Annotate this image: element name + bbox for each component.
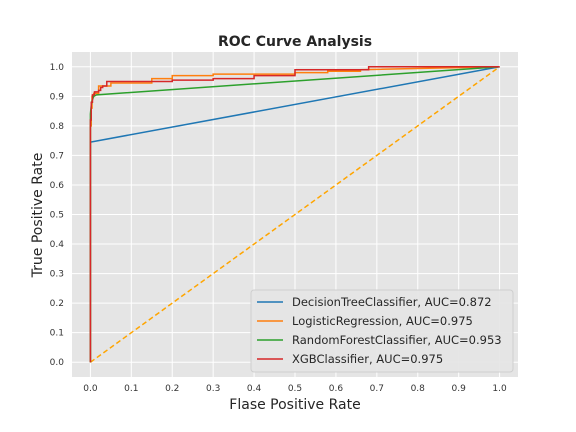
series-line-1 (89, 66, 500, 363)
y-tick-label: 0.0 (50, 358, 65, 368)
legend-entry: LogisticRegression, AUC=0.975 (292, 314, 473, 328)
y-axis-label: True Positive Rate (30, 153, 46, 279)
y-tick-label: 0.3 (50, 270, 64, 280)
y-tick-label: 0.4 (50, 240, 65, 250)
y-tick-labels: 0.0 0.1 0.2 0.3 0.4 0.5 0.6 0.7 0.8 0.9 1.0 (50, 63, 65, 368)
x-tick-label: 0.5 (288, 384, 302, 394)
x-tick-label: 0.0 (83, 384, 98, 394)
series-line-3 (89, 66, 500, 363)
x-tick-label: 1.0 (492, 384, 507, 394)
y-tick-label: 0.6 (50, 181, 65, 191)
legend-entry: XGBClassifier, AUC=0.975 (292, 352, 443, 366)
x-tick-label: 0.1 (124, 384, 138, 394)
x-axis-label: Flase Positive Rate (229, 397, 360, 413)
y-tick-label: 1.0 (50, 63, 65, 73)
legend: DecisionTreeClassifier, AUC=0.872 Logisti… (250, 289, 514, 373)
y-tick-label: 0.2 (50, 299, 64, 309)
x-tick-label: 0.4 (247, 384, 262, 394)
y-tick-label: 0.7 (50, 151, 64, 161)
y-tick-label: 0.9 (50, 92, 65, 102)
x-tick-label: 0.8 (411, 384, 426, 394)
x-tick-label: 0.7 (370, 384, 384, 394)
chance-line (89, 66, 501, 363)
chart-title: ROC Curve Analysis (218, 34, 372, 50)
x-tick-label: 0.2 (165, 384, 179, 394)
series-lines (89, 66, 501, 363)
legend-entry: RandomForestClassifier, AUC=0.953 (292, 333, 502, 347)
x-tick-label: 0.3 (206, 384, 220, 394)
x-tick-label: 0.6 (329, 384, 344, 394)
y-tick-label: 0.1 (50, 329, 64, 339)
y-tick-label: 0.5 (50, 211, 64, 221)
legend-entry: DecisionTreeClassifier, AUC=0.872 (292, 295, 492, 309)
legend-box (250, 289, 514, 373)
y-tick-label: 0.8 (50, 122, 65, 132)
x-tick-labels: 0.0 0.1 0.2 0.3 0.4 0.5 0.6 0.7 0.8 0.9 1.0 (83, 384, 507, 394)
x-tick-label: 0.9 (452, 384, 467, 394)
